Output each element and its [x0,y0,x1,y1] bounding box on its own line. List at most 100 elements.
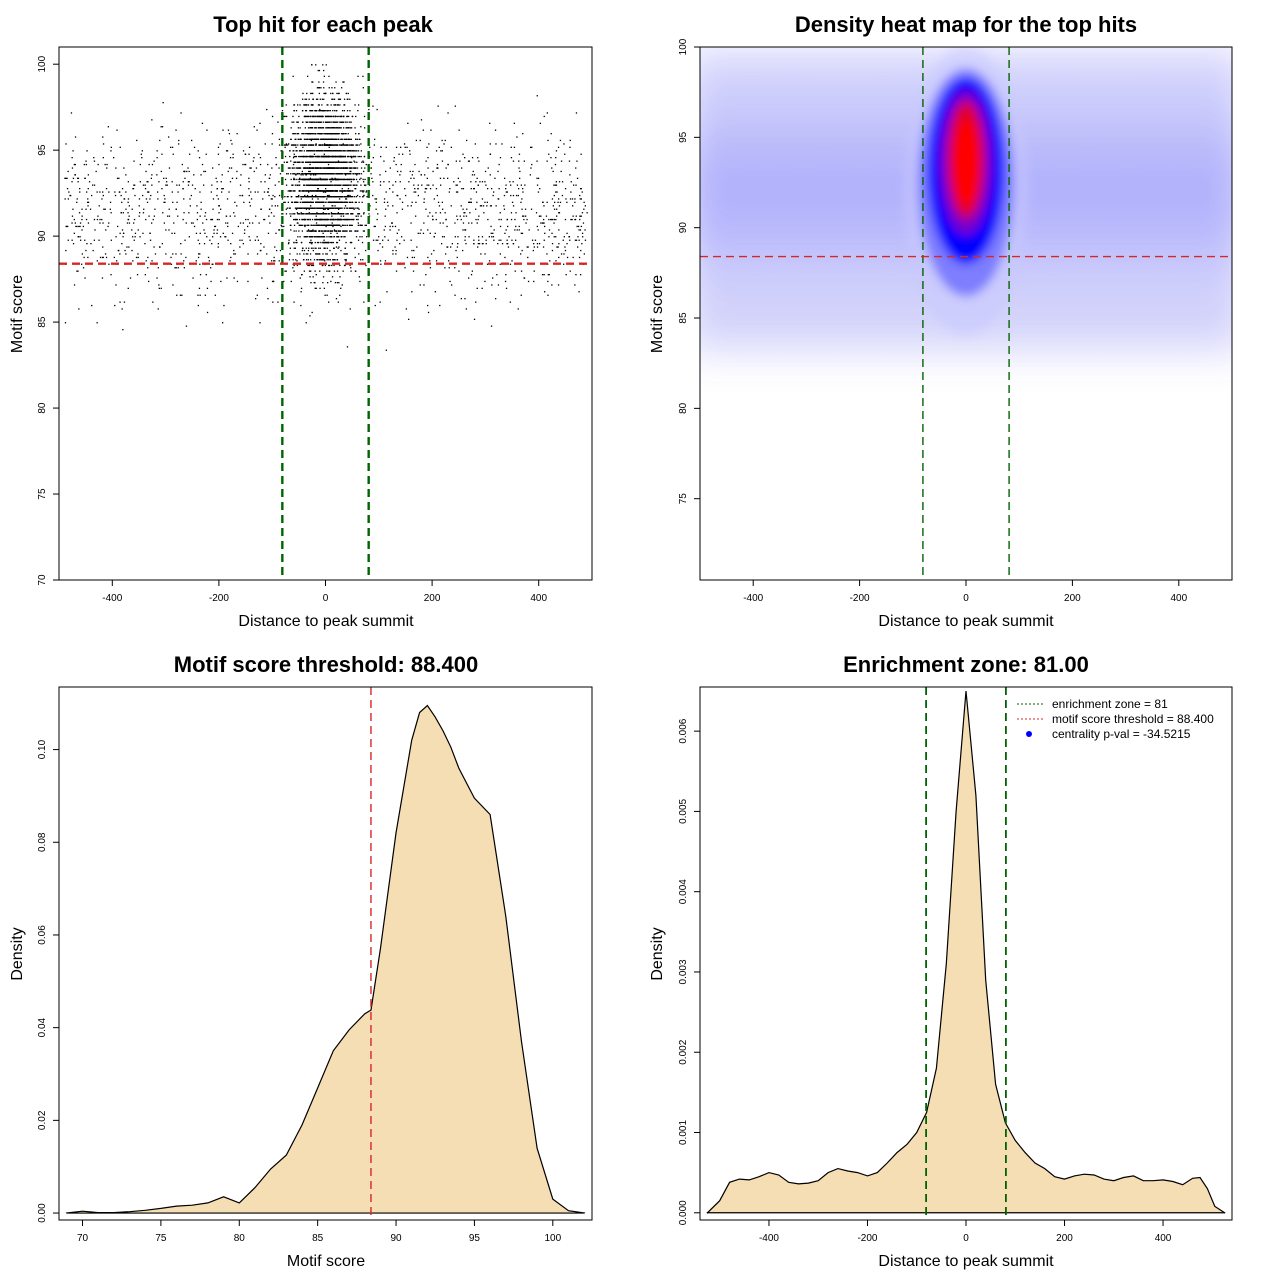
scatter-point [316,236,318,238]
scatter-point [509,301,511,303]
scatter-point [304,236,306,238]
scatter-point [305,155,307,158]
scatter-point [217,243,219,245]
scatter-point [472,170,474,173]
scatter-point [140,153,142,155]
scatter-point [531,163,533,166]
scatter-point [348,196,350,198]
scatter-point [379,174,381,176]
scatter-point [337,121,339,123]
scatter-point [333,104,335,106]
scatter-point [204,232,206,234]
scatter-point [206,236,208,238]
scatter-point [320,133,322,135]
scatter-point [127,201,129,203]
scatter-point [292,167,294,169]
scatter-point [307,253,309,255]
scatter-point [302,161,305,163]
scatter-point [294,184,297,186]
scatter-point [256,253,259,255]
scatter-point [66,188,69,190]
scatter-point [302,167,305,169]
scatter-point [317,188,319,190]
scatter-point [314,138,316,140]
scatter-point [325,150,327,152]
scatter-point [311,167,313,169]
scatter-point [297,138,299,140]
scatter-point [257,239,259,241]
scatter-point [347,173,349,175]
scatter-point [163,177,165,179]
scatter-point [479,181,481,183]
scatter-point [533,246,535,248]
scatter-point [199,191,201,193]
scatter-point [480,253,482,255]
scatter-point [301,190,303,192]
scatter-point [475,218,477,221]
scatter-point [445,253,447,255]
scatter-point [123,167,125,169]
scatter-point [462,229,464,231]
scatter-point [322,201,324,203]
scatter-point [317,150,319,152]
scatter-point [294,173,296,175]
scatter-point [369,205,371,207]
scatter-point [497,243,499,245]
scatter-point [302,213,305,215]
scatter-point [310,205,312,207]
scatter-point [318,259,320,261]
scatter-point [330,218,333,221]
scatter-point [456,246,459,248]
scatter-point [331,190,334,192]
scatter-point [241,194,244,197]
scatter-point [332,201,334,203]
scatter-point [310,150,312,152]
scatter-point [389,225,391,228]
scatter-point [305,259,308,261]
scatter-point [203,229,205,231]
scatter-point [341,138,343,140]
scatter-point [188,170,190,173]
scatter-point [477,243,479,245]
scatter-point [198,253,200,255]
scatter-point [306,138,309,140]
scatter-point [77,181,79,183]
scatter-point [344,259,346,261]
scatter-point [123,198,126,200]
scatter-point [305,196,307,198]
scatter-point [350,201,352,203]
scatter-point [470,188,472,190]
scatter-point [536,225,538,228]
scatter-point [555,191,557,193]
scatter-point [101,277,104,279]
scatter-point [182,218,184,221]
scatter-point [127,287,129,289]
scatter-point [322,155,324,158]
scatter-point [379,260,382,262]
scatter-point [74,136,77,138]
scatter-point [336,161,339,163]
scatter-point [356,138,359,140]
scatter-point [351,167,353,169]
scatter-point [144,243,146,245]
scatter-point [333,229,336,231]
scatter-point [441,243,443,245]
scatter-point [277,301,279,303]
scatter-point [353,208,355,210]
scatter-point [451,243,453,245]
scatter-point [551,284,553,286]
scatter-point [504,256,506,259]
scatter-point [308,230,310,232]
scatter-point [341,218,343,221]
scatter-point [297,213,299,215]
scatter-point [306,184,308,186]
scatter-point [310,239,312,241]
scatter-point [438,205,441,207]
scatter-point [310,127,312,129]
scatter-point [329,270,331,272]
scatter-point [538,215,541,217]
scatter-point [335,121,338,123]
scatter-point [227,225,229,228]
scatter-point [156,277,158,279]
scatter-point [305,98,308,100]
